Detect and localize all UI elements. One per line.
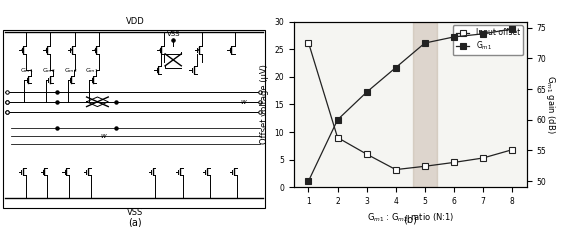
- Text: G$_{m2}$: G$_{m2}$: [42, 66, 56, 75]
- Text: G$_{m2}$: G$_{m2}$: [64, 66, 77, 75]
- G$_{m1}$: [509, 27, 516, 30]
- Input offset: [363, 153, 370, 155]
- G$_{m1}$: [334, 118, 341, 121]
- Input offset: [480, 157, 487, 159]
- X-axis label: G$_{m1}$ : G$_{m2}$ ratio (N:1): G$_{m1}$ : G$_{m2}$ ratio (N:1): [367, 212, 454, 224]
- Text: (a): (a): [129, 218, 142, 227]
- Text: G$_{m1}$: G$_{m1}$: [20, 66, 34, 75]
- G$_{m1}$: [305, 180, 312, 183]
- Line: Input offset: Input offset: [306, 40, 515, 172]
- Text: w: w: [241, 99, 246, 105]
- Text: VSS: VSS: [166, 31, 180, 37]
- Input offset: [392, 168, 399, 171]
- Input offset: [421, 165, 428, 168]
- Text: VDD: VDD: [126, 17, 145, 26]
- Text: G$_{m1}$: G$_{m1}$: [86, 66, 99, 75]
- Input offset: [334, 136, 341, 139]
- G$_{m1}$: [363, 91, 370, 94]
- Legend: Input offset, G$_{m1}$: Input offset, G$_{m1}$: [453, 25, 523, 55]
- Input offset: [305, 41, 312, 44]
- Input offset: [509, 148, 516, 151]
- Text: w: w: [100, 133, 106, 139]
- FancyBboxPatch shape: [3, 30, 265, 208]
- G$_{m1}$: [480, 32, 487, 35]
- Y-axis label: Offset voltage (μV): Offset voltage (μV): [260, 64, 269, 144]
- Line: G$_{m1}$: G$_{m1}$: [306, 26, 515, 184]
- Bar: [413, 22, 436, 187]
- Y-axis label: G$_{m1}$ gain (dB): G$_{m1}$ gain (dB): [544, 75, 558, 134]
- Text: (b): (b): [403, 215, 417, 225]
- G$_{m1}$: [392, 66, 399, 69]
- G$_{m1}$: [421, 42, 428, 44]
- Input offset: [450, 161, 457, 164]
- Text: VSS: VSS: [127, 208, 143, 217]
- G$_{m1}$: [450, 36, 457, 38]
